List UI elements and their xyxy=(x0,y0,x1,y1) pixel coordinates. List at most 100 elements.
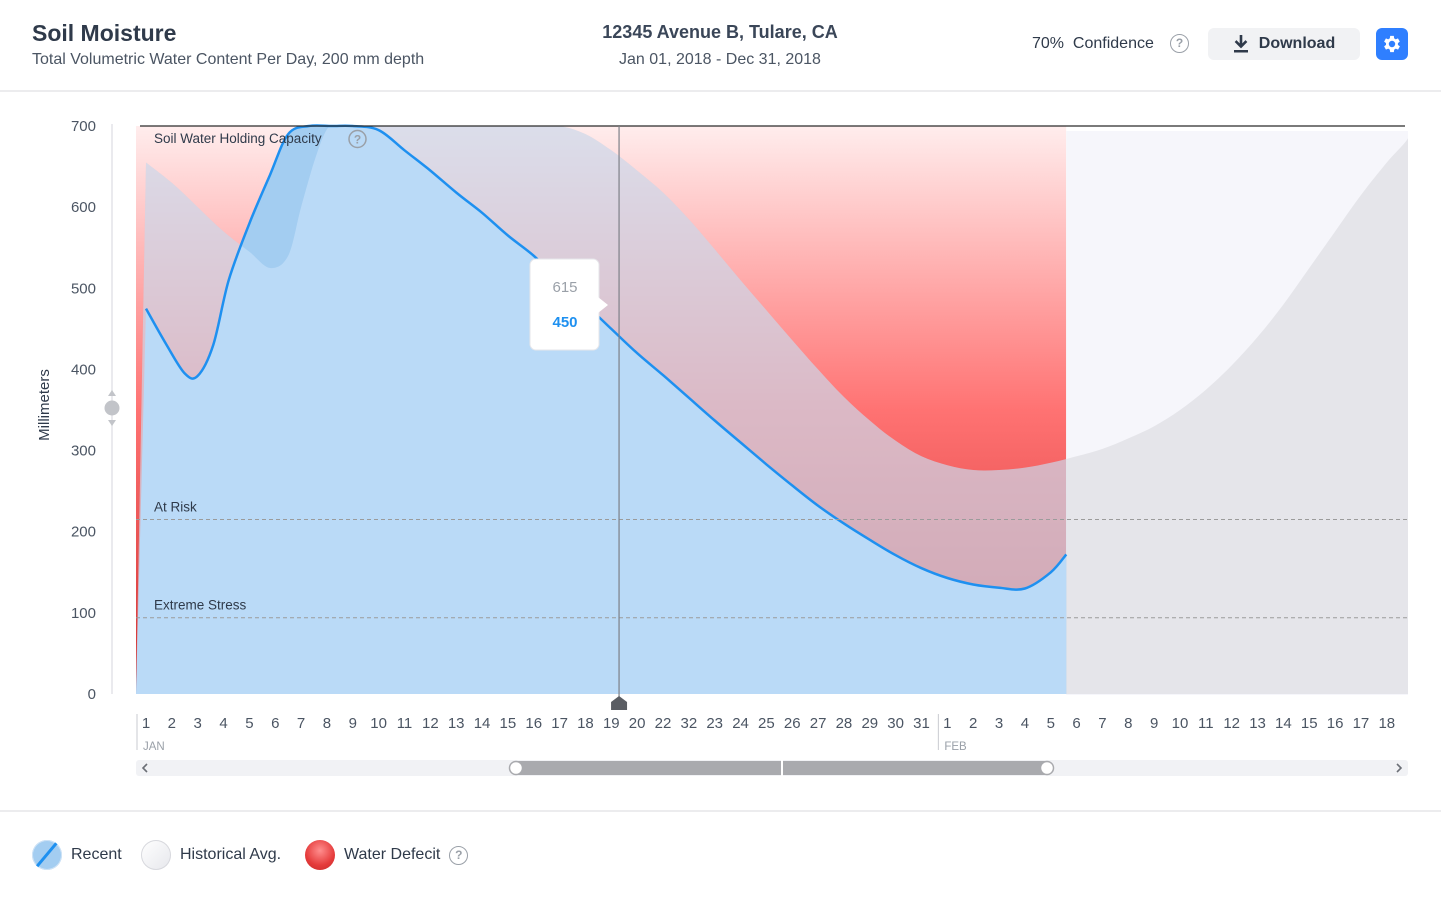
x-tick-label: 13 xyxy=(448,715,465,732)
x-tick-label: 7 xyxy=(1098,715,1106,732)
soil-moisture-chart[interactable]: Soil Water Holding Capacity ? At Risk Extre… xyxy=(0,90,1441,810)
legend-item-deficit[interactable]: Water Defecit ? xyxy=(305,840,469,870)
confidence-label: 70% Confidence xyxy=(1032,35,1154,52)
confidence-help-icon[interactable]: ? xyxy=(1170,34,1189,53)
y-tick-label: 400 xyxy=(71,361,96,378)
historical-avg-overlay xyxy=(136,126,1067,694)
scroll-left-icon[interactable] xyxy=(141,763,148,773)
location-label: 12345 Avenue B, Tulare, CA xyxy=(602,22,838,42)
x-tick-label: 24 xyxy=(732,715,749,732)
x-tick-label: 25 xyxy=(758,715,775,732)
x-tick-label: 19 xyxy=(603,715,620,732)
x-tick-label: 15 xyxy=(1301,715,1318,732)
legend-label-recent: Recent xyxy=(71,846,122,863)
y-tick-label: 700 xyxy=(71,118,96,135)
x-tick-label: 23 xyxy=(706,715,723,732)
x-tick-label: 14 xyxy=(474,715,491,732)
x-tick-label: 8 xyxy=(323,715,331,732)
x-tick-label: 6 xyxy=(1072,715,1080,732)
x-tick-label: 17 xyxy=(551,715,568,732)
historical-swatch-icon xyxy=(141,840,171,870)
x-tick-label: 7 xyxy=(297,715,305,732)
x-tick-label: 15 xyxy=(500,715,517,732)
recent-swatch-icon xyxy=(32,840,62,870)
range-scrollbar[interactable] xyxy=(136,760,1408,776)
x-tick-label: 6 xyxy=(271,715,279,732)
x-tick-label: 10 xyxy=(370,715,387,732)
download-button[interactable]: Download xyxy=(1208,28,1360,60)
x-tick-label: 26 xyxy=(784,715,801,732)
x-tick-label: 4 xyxy=(1021,715,1029,732)
x-tick-label: 31 xyxy=(913,715,930,732)
x-tick-label: 8 xyxy=(1124,715,1132,732)
x-tick-label: 10 xyxy=(1172,715,1189,732)
x-tick-label: 17 xyxy=(1353,715,1370,732)
threshold-label-1: Extreme Stress xyxy=(154,598,247,613)
crosshair-marker-icon[interactable] xyxy=(611,696,628,710)
x-tick-label: 32 xyxy=(681,715,698,732)
x-tick-label: 5 xyxy=(1047,715,1055,732)
x-tick-label: 22 xyxy=(655,715,672,732)
y-tick-label: 300 xyxy=(71,443,96,460)
x-tick-label: 30 xyxy=(887,715,904,732)
y-tick-label: 0 xyxy=(88,686,96,703)
legend-item-recent[interactable]: Recent xyxy=(32,840,122,870)
legend-item-historical[interactable]: Historical Avg. xyxy=(141,840,281,870)
y-zoom-handle[interactable] xyxy=(104,390,120,426)
settings-button[interactable] xyxy=(1376,28,1408,60)
historical-avg-area-forecast xyxy=(1066,126,1408,694)
x-tick-label: 2 xyxy=(969,715,977,732)
y-tick-label: 600 xyxy=(71,199,96,216)
chart-title: Soil Moisture xyxy=(32,20,177,46)
tooltip-historical-value: 615 xyxy=(552,279,577,296)
threshold-label-0: At Risk xyxy=(154,500,197,515)
chart-subtitle: Total Volumetric Water Content Per Day, … xyxy=(32,51,425,68)
x-tick-label: 1 xyxy=(142,715,150,732)
chart-header: Soil Moisture Total Volumetric Water Con… xyxy=(0,0,1441,92)
date-range-label: Jan 01, 2018 - Dec 31, 2018 xyxy=(619,51,821,68)
x-tick-label: 20 xyxy=(629,715,646,732)
legend-label-historical: Historical Avg. xyxy=(180,846,282,863)
x-tick-label: 9 xyxy=(1150,715,1158,732)
month-label: FEB xyxy=(944,741,967,753)
x-tick-label: 4 xyxy=(219,715,227,732)
x-tick-label: 12 xyxy=(1223,715,1240,732)
capacity-label: Soil Water Holding Capacity xyxy=(154,131,322,146)
x-tick-label: 18 xyxy=(1378,715,1395,732)
y-zoom-down-icon xyxy=(108,420,116,426)
tooltip-box xyxy=(529,258,600,351)
recent-area xyxy=(136,125,1067,694)
hover-tooltip: 615 450 xyxy=(529,258,608,351)
x-tick-label: 27 xyxy=(810,715,827,732)
tooltip-pointer xyxy=(598,297,608,313)
capacity-help-circle xyxy=(348,129,367,149)
gear-icon xyxy=(1384,35,1400,53)
deficit-swatch-icon xyxy=(305,840,335,870)
legend-label-deficit: Water Defecit xyxy=(344,846,441,863)
capacity-help-glyph: ? xyxy=(354,133,361,147)
x-tick-label: 16 xyxy=(1327,715,1344,732)
y-tick-label: 100 xyxy=(71,605,96,622)
x-tick-label: 3 xyxy=(995,715,1003,732)
x-tick-label: 2 xyxy=(168,715,176,732)
x-tick-label: 14 xyxy=(1275,715,1292,732)
scroll-right-icon[interactable] xyxy=(1396,763,1403,773)
x-tick-label: 29 xyxy=(861,715,878,732)
x-tick-label: 11 xyxy=(1198,715,1214,732)
y-zoom-up-icon xyxy=(108,390,116,396)
x-tick-label: 1 xyxy=(943,715,951,732)
download-label: Download xyxy=(1258,35,1336,52)
x-tick-label: 16 xyxy=(525,715,542,732)
deficit-help-icon[interactable]: ? xyxy=(449,845,469,865)
legend: Recent Historical Avg. Water Defecit ? xyxy=(0,810,1441,903)
capacity-help-icon[interactable]: ? xyxy=(348,129,367,149)
scrollbar-left-handle[interactable] xyxy=(508,760,524,776)
tooltip-recent-value: 450 xyxy=(552,314,577,331)
x-tick-label: 11 xyxy=(397,715,413,732)
scrollbar-right-handle[interactable] xyxy=(1039,760,1055,776)
y-tick-label: 200 xyxy=(71,524,96,541)
x-tick-label: 13 xyxy=(1249,715,1266,732)
x-tick-label: 12 xyxy=(422,715,439,732)
y-zoom-knob xyxy=(104,400,120,416)
month-label: JAN xyxy=(143,741,165,753)
